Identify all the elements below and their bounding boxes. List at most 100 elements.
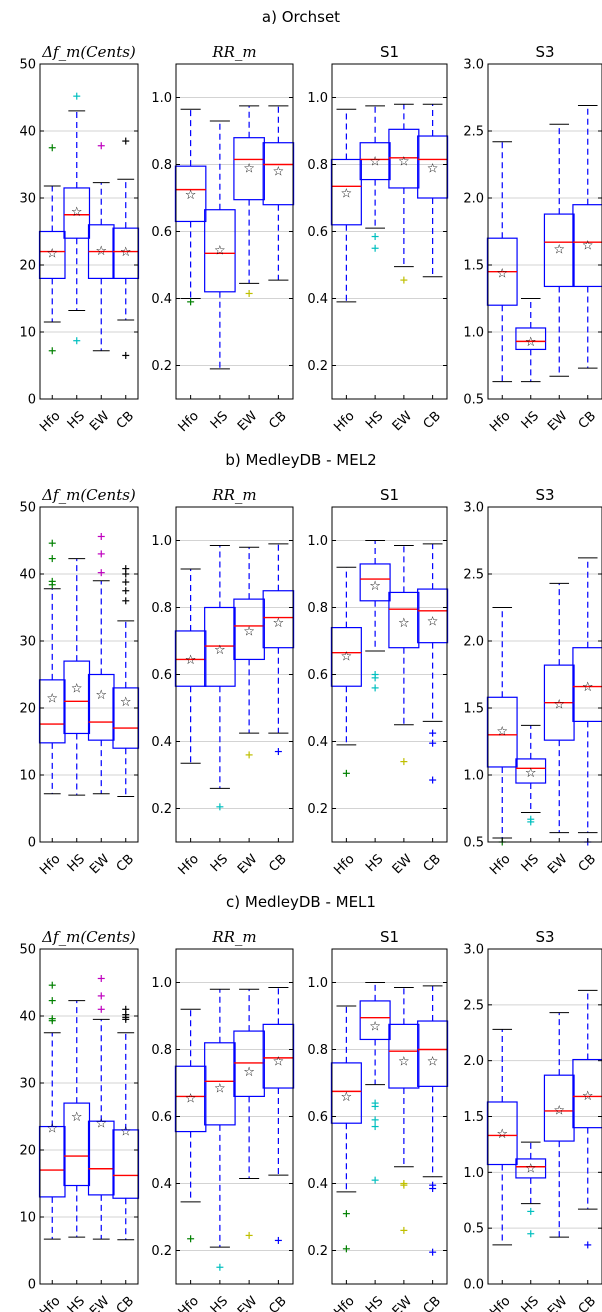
box-hs: ☆ HS bbox=[359, 540, 391, 875]
mean-marker: ☆ bbox=[341, 650, 353, 665]
x-tick-label: CB bbox=[266, 409, 289, 432]
mean-marker: ☆ bbox=[185, 1092, 197, 1107]
row-title: c) MedleyDB - MEL1 bbox=[226, 893, 376, 911]
y-tick-label: 0.4 bbox=[151, 292, 172, 307]
box-cb: ☆ CB bbox=[262, 105, 295, 432]
panel-title: RR_m bbox=[211, 928, 256, 946]
y-tick-label: 3.0 bbox=[463, 501, 484, 516]
mean-marker: ☆ bbox=[243, 1065, 255, 1080]
x-tick-label: EW bbox=[235, 1294, 261, 1312]
y-tick-label: 1.0 bbox=[307, 534, 328, 549]
panel-title: Δf_m(Cents) bbox=[41, 928, 136, 946]
x-tick-label: HS bbox=[519, 1294, 542, 1312]
y-tick-label: 0 bbox=[28, 836, 36, 851]
y-tick-label: 1.5 bbox=[463, 702, 484, 717]
y-tick-label: 3.0 bbox=[463, 943, 484, 958]
y-tick-label: 20 bbox=[19, 1144, 36, 1159]
y-tick-label: 2.5 bbox=[463, 568, 484, 583]
x-tick-label: Hfo bbox=[37, 409, 63, 435]
y-tick-label: 1.0 bbox=[307, 976, 328, 991]
mean-marker: ☆ bbox=[46, 246, 58, 261]
mean-marker: ☆ bbox=[496, 724, 508, 739]
box-ew: ☆ EW bbox=[543, 1012, 575, 1312]
x-tick-label: CB bbox=[114, 852, 137, 875]
panel-3: 0.2 0.4 0.6 0.8 1.0 S1 ☆ Hfo ☆ HS ☆ EW ☆ CB bbox=[307, 928, 449, 1312]
box-hfo: ☆ Hfo bbox=[174, 108, 207, 435]
y-tick-label: 0.6 bbox=[151, 225, 172, 240]
panel-3: 0.2 0.4 0.6 0.8 1.0 S1 ☆ Hfo ☆ HS ☆ EW ☆ CB bbox=[307, 486, 449, 878]
axes-frame bbox=[175, 63, 294, 400]
y-tick-label: 0.4 bbox=[307, 735, 328, 750]
box-ew: ☆ EW bbox=[388, 103, 420, 434]
mean-marker: ☆ bbox=[214, 243, 226, 258]
x-tick-label: EW bbox=[545, 409, 571, 435]
mean-marker: ☆ bbox=[214, 1082, 226, 1097]
y-tick-label: 0.8 bbox=[151, 601, 172, 616]
mean-marker: ☆ bbox=[341, 186, 353, 201]
box-iqr bbox=[112, 1129, 140, 1199]
y-tick-label: 20 bbox=[19, 259, 36, 274]
box-hs: ☆ HS bbox=[515, 298, 547, 432]
box-iqr bbox=[388, 128, 420, 189]
box-iqr bbox=[486, 696, 518, 768]
x-tick-label: Hfo bbox=[331, 852, 357, 878]
box-hfo: ☆ Hfo bbox=[486, 607, 518, 878]
x-tick-label: CB bbox=[114, 409, 137, 432]
mean-marker: ☆ bbox=[582, 680, 594, 695]
y-tick-label: 40 bbox=[19, 1010, 36, 1025]
y-tick-label: 1.0 bbox=[151, 976, 172, 991]
box-iqr bbox=[233, 598, 265, 661]
panel-title: Δf_m(Cents) bbox=[41, 43, 136, 61]
box-iqr bbox=[174, 165, 207, 223]
box-iqr bbox=[204, 209, 236, 293]
box-ew: ☆ EW bbox=[543, 123, 575, 435]
panel-2: 0.2 0.4 0.6 0.8 1.0 RR_m ☆ Hfo ☆ HS ☆ EW ☆ CB bbox=[151, 928, 295, 1312]
mean-marker: ☆ bbox=[71, 1110, 83, 1125]
box-iqr bbox=[417, 588, 449, 644]
axes-frame bbox=[39, 948, 139, 1285]
y-tick-label: 50 bbox=[19, 58, 36, 73]
panel-2: 0.2 0.4 0.6 0.8 1.0 RR_m ☆ Hfo ☆ HS ☆ EW ☆ CB bbox=[151, 43, 295, 435]
mean-marker: ☆ bbox=[273, 165, 285, 180]
box-hfo: ☆ Hfo bbox=[486, 141, 518, 435]
x-tick-label: HS bbox=[65, 852, 88, 875]
box-iqr bbox=[330, 1062, 362, 1124]
box-cb: ☆ CB bbox=[417, 103, 449, 432]
box-hfo: ☆ Hfo bbox=[37, 539, 66, 878]
box-iqr bbox=[417, 135, 449, 199]
box-iqr bbox=[38, 679, 66, 744]
box-hs: ☆ HS bbox=[359, 105, 391, 432]
x-tick-label: EW bbox=[87, 1294, 113, 1312]
y-tick-label: 0 bbox=[28, 393, 36, 408]
y-tick-label: 0.2 bbox=[151, 359, 172, 374]
mean-marker: ☆ bbox=[46, 691, 58, 706]
box-iqr bbox=[38, 1125, 66, 1198]
mean-marker: ☆ bbox=[71, 205, 83, 220]
axes-frame bbox=[487, 506, 602, 843]
box-iqr bbox=[63, 660, 91, 735]
y-tick-label: 0.8 bbox=[307, 601, 328, 616]
y-tick-label: 0.2 bbox=[307, 802, 328, 817]
panel-3: 0.2 0.4 0.6 0.8 1.0 S1 ☆ Hfo ☆ HS ☆ EW ☆ CB bbox=[307, 43, 449, 435]
box-iqr bbox=[417, 1020, 449, 1087]
x-tick-label: EW bbox=[235, 852, 261, 878]
x-tick-label: HS bbox=[363, 1294, 386, 1312]
mean-marker: ☆ bbox=[273, 616, 285, 631]
x-tick-label: Hfo bbox=[487, 1294, 513, 1312]
box-hs: ☆ HS bbox=[63, 92, 91, 432]
y-tick-label: 0.2 bbox=[307, 359, 328, 374]
axes-frame bbox=[39, 506, 139, 843]
box-hs: ☆ HS bbox=[204, 545, 236, 875]
y-tick-label: 0.5 bbox=[463, 1222, 484, 1237]
box-cb: ☆ CB bbox=[112, 565, 140, 875]
panel-title: RR_m bbox=[211, 43, 256, 61]
mean-marker: ☆ bbox=[71, 681, 83, 696]
box-iqr bbox=[486, 1101, 518, 1166]
mean-marker: ☆ bbox=[95, 1117, 107, 1132]
mean-marker: ☆ bbox=[525, 766, 537, 781]
box-hfo: ☆ Hfo bbox=[330, 108, 362, 435]
y-tick-label: 0.5 bbox=[463, 393, 484, 408]
axes-frame bbox=[331, 63, 448, 400]
mean-marker: ☆ bbox=[582, 238, 594, 253]
box-hfo: ☆ Hfo bbox=[330, 566, 362, 878]
